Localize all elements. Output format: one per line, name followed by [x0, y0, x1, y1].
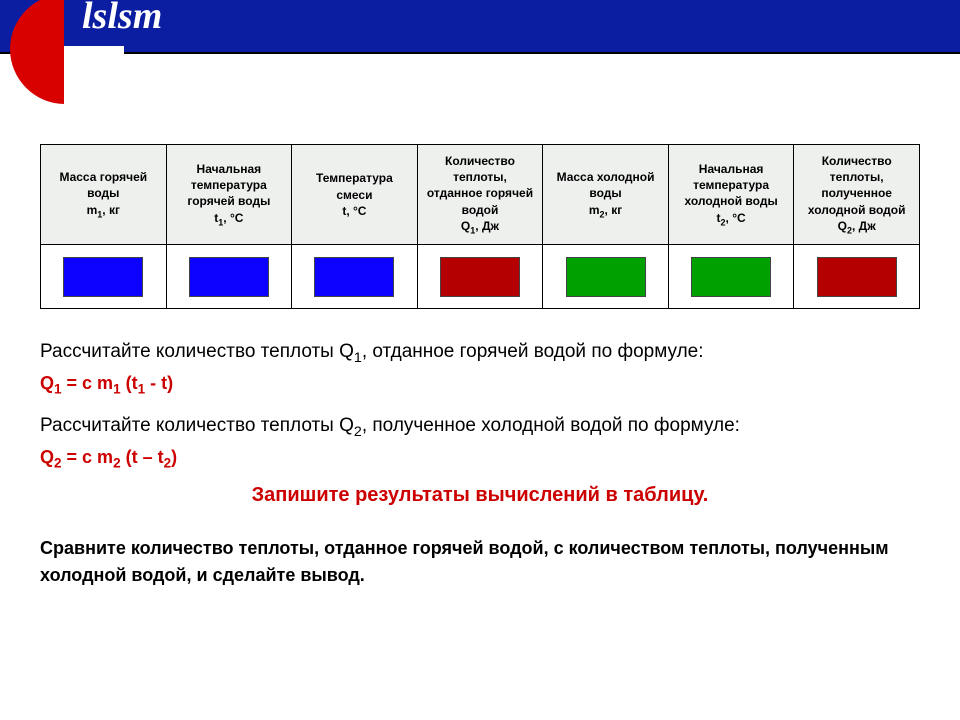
table-data-row — [41, 245, 920, 309]
color-swatch — [63, 257, 143, 297]
col-header: Начальная температура горячей водыt1, °C — [166, 145, 292, 245]
logo: lslsm — [10, 0, 120, 104]
col-header: Начальная температура холодной водыt2, °… — [668, 145, 794, 245]
color-swatch — [314, 257, 394, 297]
formula-q1: Q1 = c m1 (t1 - t) — [40, 373, 920, 397]
col-header: Температура смесиt, °C — [292, 145, 418, 245]
header-bar: lslsm — [0, 0, 960, 54]
color-swatch — [817, 257, 897, 297]
color-swatch — [189, 257, 269, 297]
logo-text: lslsm — [82, 0, 162, 38]
col-header: Количество теплоты, полученное холодной … — [794, 145, 920, 245]
table-header-row: Масса горячей водыm1, кг Начальная темпе… — [41, 145, 920, 245]
col-header: Масса холодной водыm2, кг — [543, 145, 669, 245]
color-swatch — [691, 257, 771, 297]
instruction-text: Запишите результаты вычислений в таблицу… — [40, 484, 920, 507]
col-header: Масса горячей водыm1, кг — [41, 145, 167, 245]
formula-q2: Q2 = c m2 (t – t2) — [40, 447, 920, 471]
col-header: Количество теплоты, отданное горячей вод… — [417, 145, 543, 245]
conclusion-text: Сравните количество теплоты, отданное го… — [40, 535, 920, 589]
color-swatch — [440, 257, 520, 297]
color-swatch — [566, 257, 646, 297]
data-table: Масса горячей водыm1, кг Начальная темпе… — [40, 144, 920, 309]
paragraph-q1: Рассчитайте количество теплоты Q1, отдан… — [40, 337, 920, 369]
paragraph-q2: Рассчитайте количество теплоты Q2, получ… — [40, 411, 920, 443]
content-area: Масса горячей водыm1, кг Начальная темпе… — [0, 54, 960, 589]
